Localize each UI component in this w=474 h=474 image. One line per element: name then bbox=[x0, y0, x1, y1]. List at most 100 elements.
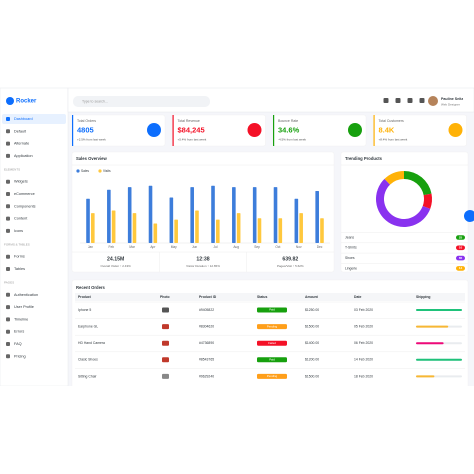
sidebar-icon bbox=[6, 228, 10, 233]
cell-date: 14 Feb 2020 bbox=[354, 358, 373, 362]
x-tick-label: Sep bbox=[254, 245, 260, 249]
stat-change: +5.4% from last week bbox=[178, 137, 207, 141]
sidebar-item[interactable]: Authentication bbox=[14, 293, 38, 297]
cell-status: Pending bbox=[267, 374, 278, 378]
stat-accent bbox=[172, 115, 174, 146]
x-tick-label: Jul bbox=[213, 245, 217, 249]
bar bbox=[236, 213, 241, 243]
sidebar-icon bbox=[6, 305, 10, 310]
header-icon[interactable] bbox=[419, 98, 425, 103]
card bbox=[71, 151, 335, 273]
stat-value: $84,245 bbox=[178, 125, 205, 134]
sidebar-item[interactable]: Tables bbox=[14, 267, 25, 271]
x-tick-label: Nov bbox=[296, 245, 302, 249]
column-header: Status bbox=[257, 295, 267, 299]
column-header: Amount bbox=[305, 295, 319, 299]
summary-value: 12:38 bbox=[196, 256, 209, 262]
sidebar-icon bbox=[6, 216, 10, 221]
stat-label: Total Customers bbox=[379, 119, 405, 123]
bar bbox=[273, 187, 278, 243]
sidebar-item[interactable]: Timeline bbox=[14, 317, 28, 321]
sidebar bbox=[0, 87, 69, 387]
bar bbox=[153, 223, 158, 243]
sidebar-item[interactable]: Content bbox=[14, 217, 28, 221]
stat-change: -4.5% from last week bbox=[278, 137, 307, 141]
sidebar-item[interactable]: Components bbox=[14, 204, 36, 208]
product-photo bbox=[162, 324, 169, 330]
sidebar-item[interactable]: Dashboard bbox=[14, 117, 33, 121]
header-icon[interactable] bbox=[407, 98, 413, 103]
badge bbox=[456, 245, 465, 251]
sidebar-icon bbox=[6, 254, 10, 259]
cell-date: 03 Feb 2020 bbox=[354, 308, 373, 312]
x-tick-label: Oct bbox=[275, 245, 280, 249]
sidebar-icon bbox=[6, 267, 10, 271]
donut-slice bbox=[422, 193, 433, 209]
header-icon[interactable] bbox=[395, 98, 401, 103]
bar bbox=[216, 219, 220, 243]
legend-label: Sales bbox=[81, 169, 89, 173]
cell-amount: $1200.00 bbox=[305, 358, 319, 362]
product-name: T-Shirts bbox=[345, 246, 357, 250]
cell-product: Iphone 5 bbox=[78, 308, 91, 312]
sidebar-item[interactable]: Default bbox=[14, 129, 27, 133]
x-tick-label: Jun bbox=[192, 245, 197, 249]
sidebar-item[interactable]: Forms bbox=[14, 255, 25, 259]
legend-marker bbox=[76, 169, 80, 173]
column-header: Date bbox=[354, 295, 361, 299]
cell-status: Failed bbox=[268, 341, 276, 345]
sidebar-heading: ELEMENTS bbox=[4, 167, 20, 171]
sidebar-item[interactable]: FAQ bbox=[14, 342, 22, 346]
cell-date: 06 Feb 2020 bbox=[354, 341, 373, 345]
bar bbox=[252, 187, 257, 243]
donut-slice bbox=[404, 171, 432, 196]
stat-label: Bounce Rate bbox=[278, 119, 298, 123]
user-name: Pauline Seitz bbox=[441, 97, 463, 101]
cell-product: Sitting Chair bbox=[78, 374, 97, 378]
sidebar-heading: PAGES bbox=[4, 281, 14, 285]
summary-value: 24.15M bbox=[107, 256, 124, 262]
avatar[interactable] bbox=[428, 96, 438, 106]
cell-product-id: #9405822 bbox=[199, 308, 214, 312]
sidebar-item[interactable]: User Profile bbox=[14, 305, 34, 309]
header-icon[interactable] bbox=[383, 98, 389, 103]
sidebar-item[interactable]: Alternate bbox=[14, 142, 29, 146]
chart-title: Trending Products bbox=[345, 156, 383, 161]
x-tick-label: May bbox=[171, 245, 177, 249]
sidebar-item[interactable]: Pricing bbox=[14, 354, 26, 358]
search-box[interactable] bbox=[73, 96, 210, 107]
summary-label: Visitor Duration ↑ 12.65% bbox=[186, 264, 220, 268]
stat-icon bbox=[147, 123, 161, 137]
sidebar-item[interactable]: Icons bbox=[14, 229, 23, 233]
bar bbox=[169, 197, 174, 243]
card bbox=[340, 151, 469, 273]
sidebar-icon bbox=[6, 192, 10, 196]
column-header: Photo bbox=[160, 295, 170, 299]
chart-title: Sales Overview bbox=[76, 156, 107, 161]
sidebar-icon bbox=[6, 329, 10, 334]
stat-value: 4805 bbox=[77, 125, 94, 134]
sidebar-item[interactable]: Application bbox=[14, 154, 33, 158]
cell-amount: $1250.00 bbox=[305, 308, 319, 312]
status-badge bbox=[257, 324, 287, 330]
table-header-bg bbox=[75, 293, 465, 301]
stat-accent bbox=[72, 115, 74, 146]
sidebar-item[interactable]: Widgets bbox=[14, 180, 28, 184]
product-photo bbox=[162, 373, 169, 379]
badge-value: 10 bbox=[459, 246, 463, 250]
progress-bar bbox=[416, 309, 462, 311]
settings-button[interactable] bbox=[464, 210, 474, 222]
sidebar-item[interactable]: eCommerce bbox=[14, 192, 35, 196]
bar bbox=[148, 185, 153, 243]
bottom-mask bbox=[0, 386, 474, 474]
cell-date: 18 Feb 2020 bbox=[354, 374, 373, 378]
summary-label: Pages/Visit ↑ 5.62% bbox=[277, 264, 304, 268]
progress-bar bbox=[416, 358, 462, 361]
sidebar-active bbox=[2, 114, 66, 124]
sidebar-icon bbox=[6, 141, 10, 146]
cell-product-id: #9629240 bbox=[199, 374, 214, 378]
cell-product: Earphone GL bbox=[78, 324, 98, 328]
sidebar-item[interactable]: Errors bbox=[14, 330, 24, 334]
sidebar-icon bbox=[6, 153, 10, 158]
